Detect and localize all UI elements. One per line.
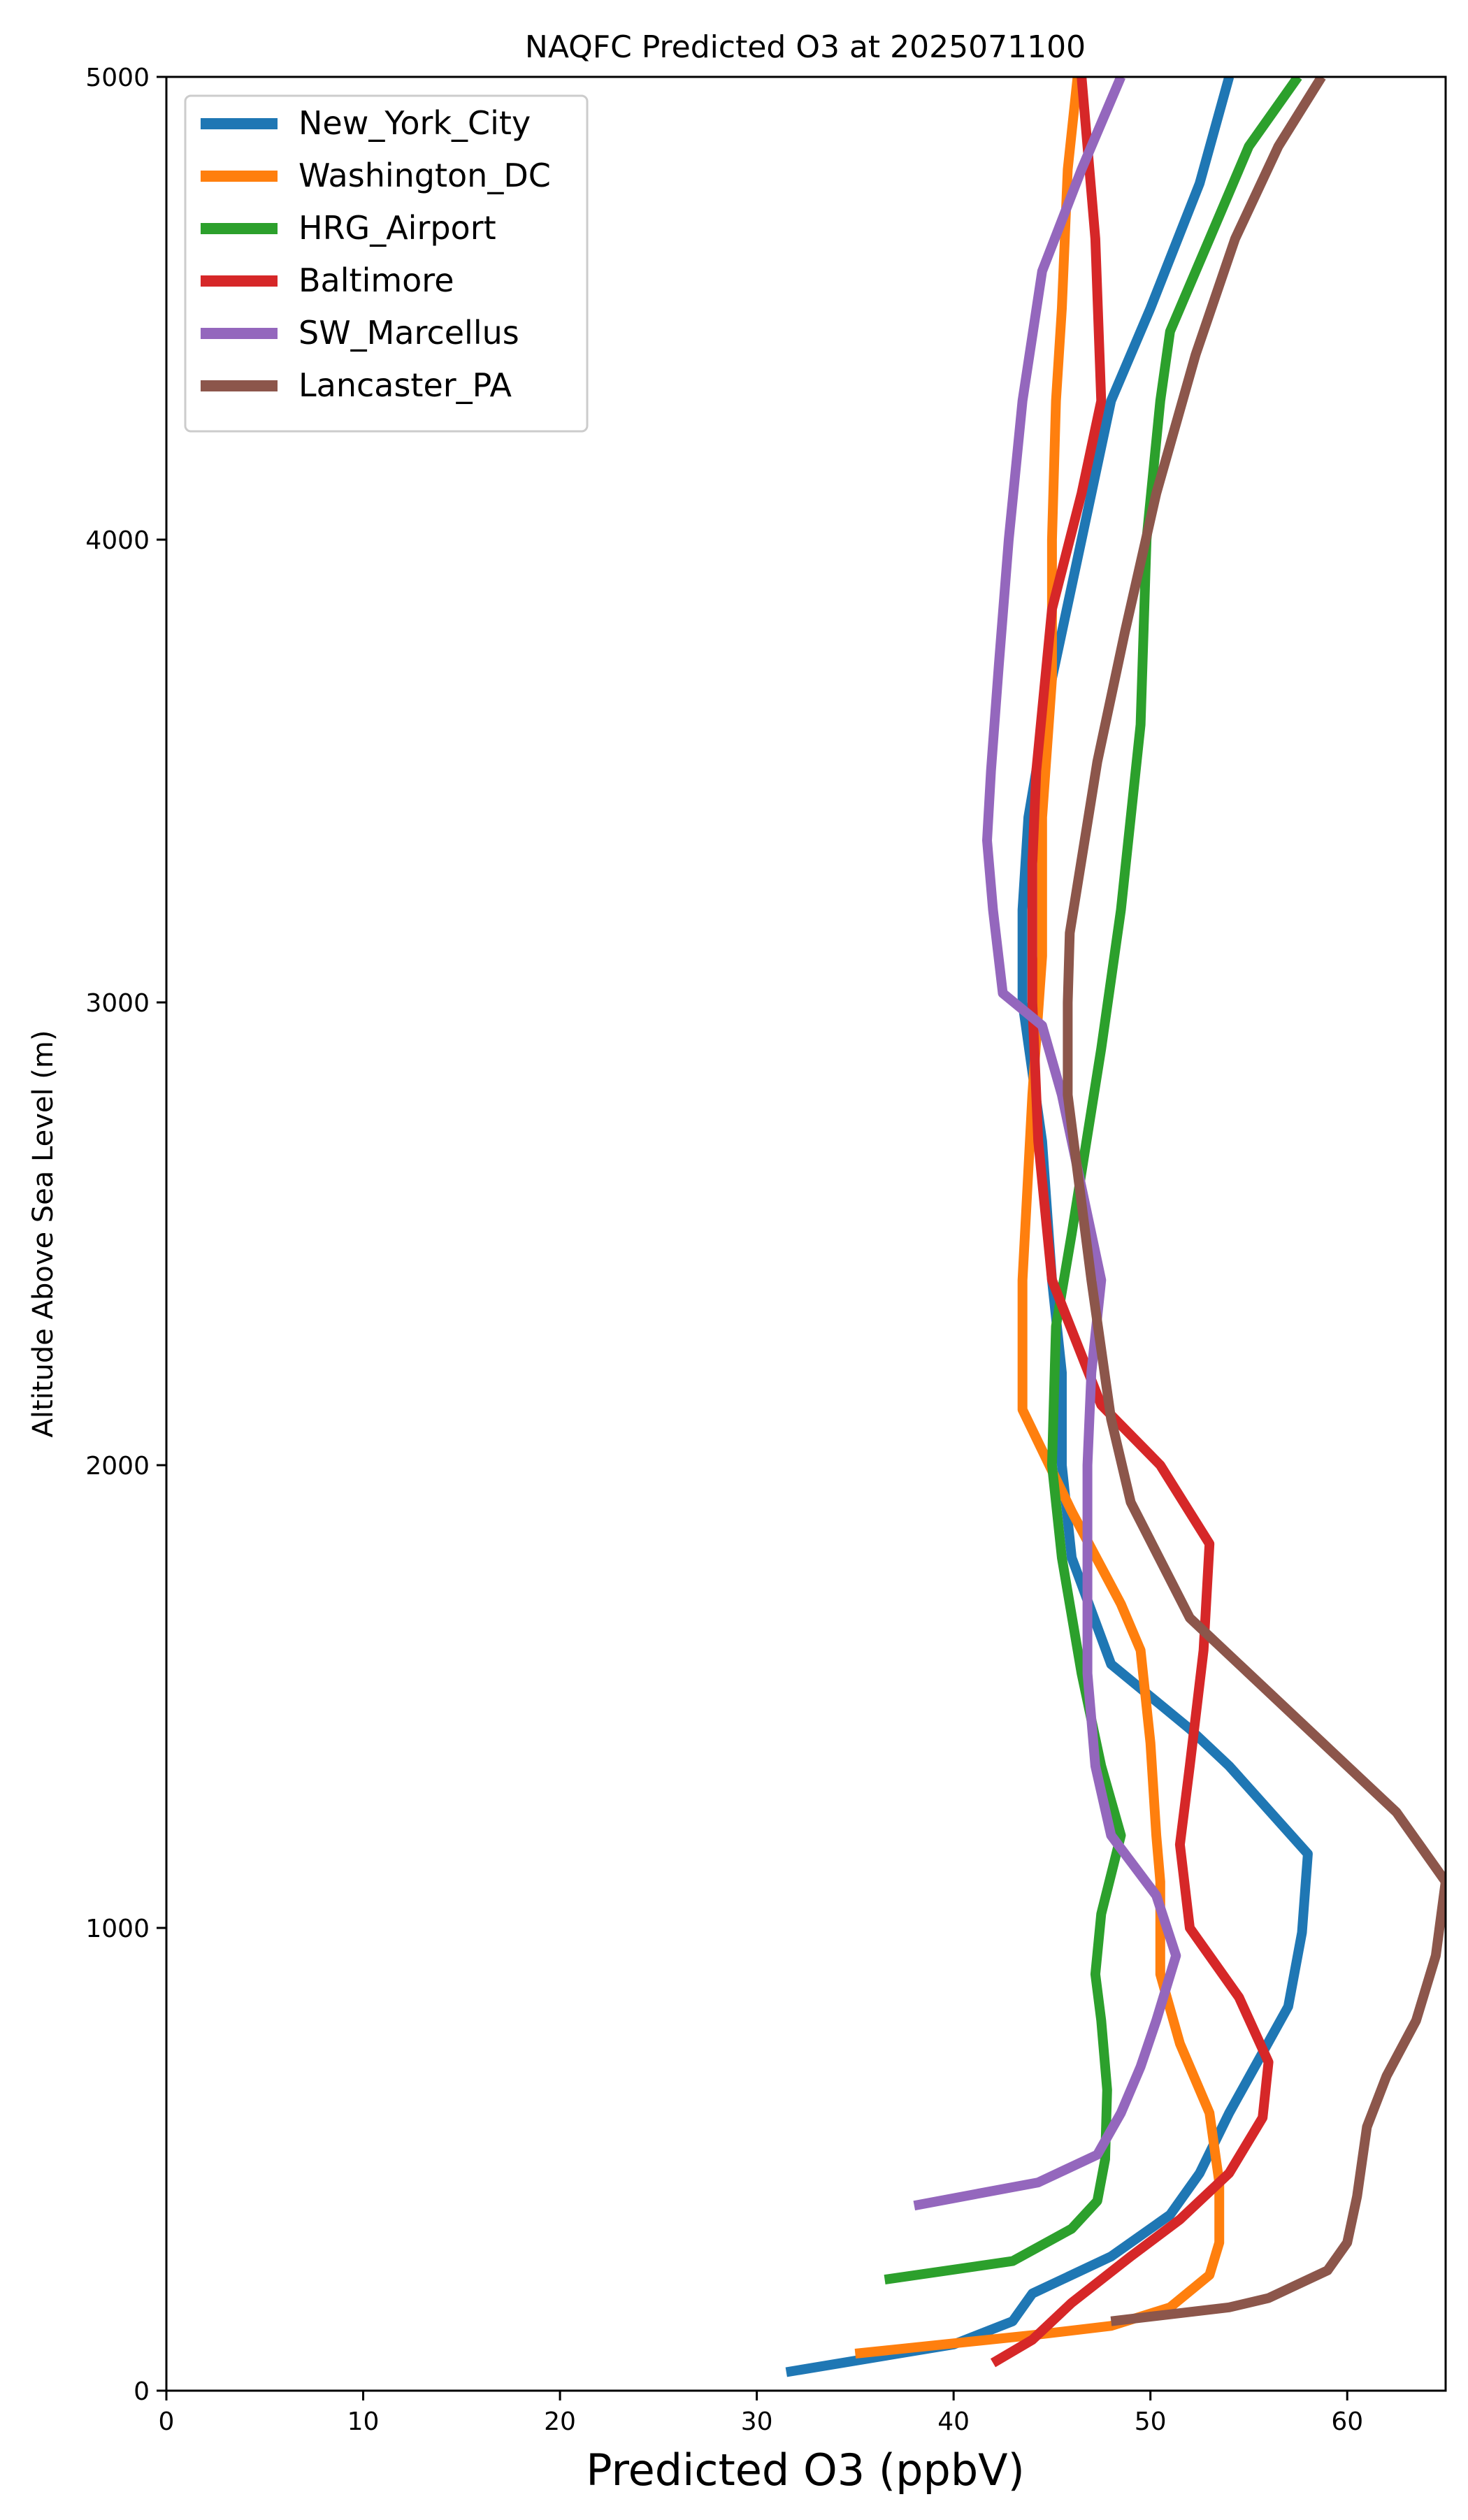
y-axis-label: Altitude Above Sea Level (m) (27, 1030, 59, 1438)
series-layer (785, 77, 1446, 2377)
x-axis-label: Predicted O3 (ppbV) (586, 2445, 1025, 2496)
chart-title: NAQFC Predicted O3 at 2025071100 (525, 29, 1086, 65)
legend-label-Washington_DC: Washington_DC (298, 157, 551, 194)
y-tick-label: 0 (134, 2377, 150, 2406)
x-tick-label: 0 (159, 2407, 175, 2436)
y-tick-label: 1000 (85, 1915, 150, 1943)
y-tick-label: 3000 (85, 989, 150, 1018)
y-tick-label: 5000 (85, 64, 150, 92)
x-axis: 0 10 20 30 40 50 60 (159, 2391, 1363, 2436)
legend-label-HRG_Airport: HRG_Airport (298, 209, 496, 247)
series-line-Lancaster_PA (1063, 77, 1446, 2326)
x-tick-label: 50 (1135, 2407, 1167, 2436)
y-tick-label: 2000 (85, 1452, 150, 1481)
x-tick-label: 10 (347, 2407, 380, 2436)
legend-label-SW_Marcellus: SW_Marcellus (298, 314, 519, 352)
legend: New_York_City Washington_DC HRG_Airport Bal… (184, 94, 589, 433)
series-line-Baltimore (990, 77, 1274, 2368)
series-line-HRG_Airport (884, 77, 1302, 2285)
x-tick-label: 20 (544, 2407, 576, 2436)
legend-box (184, 94, 589, 433)
legend-label-Lancaster_PA: Lancaster_PA (298, 366, 512, 404)
legend-label-New_York_City: New_York_City (298, 104, 531, 142)
series-line-Washington_DC (854, 77, 1225, 2359)
x-tick-label: 30 (741, 2407, 773, 2436)
x-tick-label: 60 (1331, 2407, 1363, 2436)
y-axis: 0 1000 2000 3000 4000 5000 (85, 64, 166, 2406)
legend-label-Baltimore: Baltimore (298, 261, 454, 299)
y-tick-label: 4000 (85, 526, 150, 555)
plot-frame (165, 75, 1447, 2392)
x-tick-label: 40 (937, 2407, 970, 2436)
